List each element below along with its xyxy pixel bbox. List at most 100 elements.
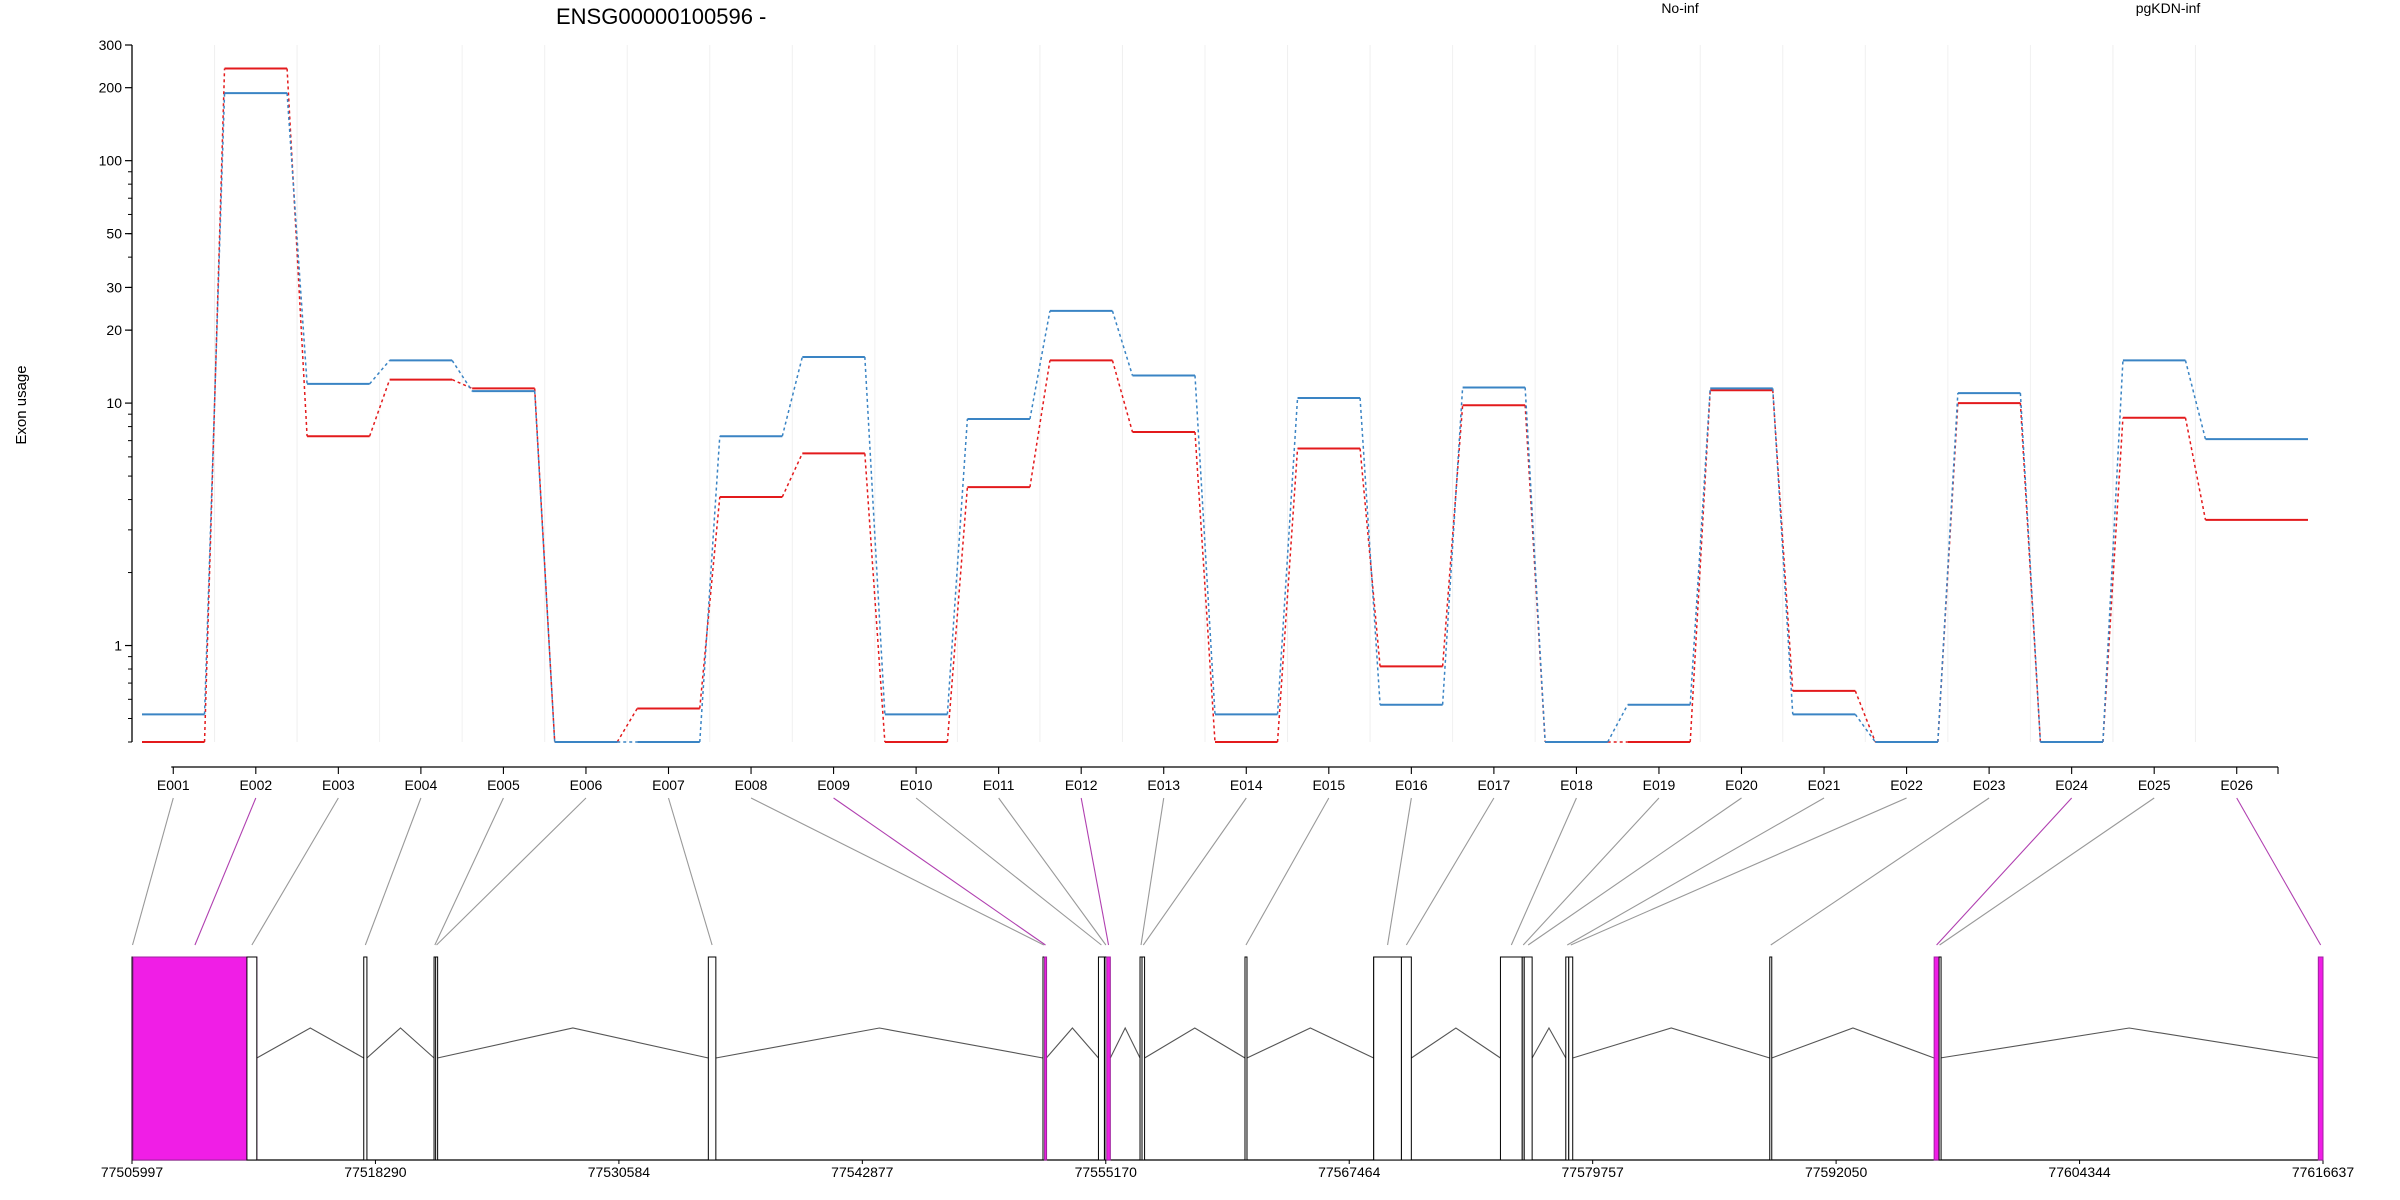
coordinate-label: 77592050 — [1805, 1164, 1868, 1180]
connector-e005 — [434, 797, 504, 946]
series-no-inf — [142, 67, 2308, 743]
series-connector — [1276, 448, 1299, 743]
x-tick-label: E020 — [1725, 777, 1758, 793]
chart-title: ENSG00000100596 - — [556, 4, 766, 29]
series-connector — [286, 68, 308, 437]
intron-line — [1045, 1027, 1099, 1059]
y-tick-label: 200 — [99, 80, 123, 96]
x-tick-label: E019 — [1643, 777, 1676, 793]
series-connector — [1607, 704, 1629, 743]
exon-e012 — [1106, 956, 1111, 1161]
connector-e007 — [667, 797, 713, 946]
connector-e009 — [833, 797, 1046, 946]
connector-e010 — [915, 797, 1102, 946]
exon-e024 — [1933, 956, 1940, 1161]
exon-e002 — [132, 956, 258, 1161]
series-pgkdn-inf — [142, 92, 2308, 743]
x-tick-label: E015 — [1312, 777, 1345, 793]
connector-e018 — [1510, 797, 1577, 946]
exon-e004 — [363, 956, 368, 1161]
x-tick-label: E004 — [405, 777, 438, 793]
series-connector — [2019, 393, 2042, 743]
intron-line — [1411, 1027, 1501, 1059]
x-tick-label: E024 — [2055, 777, 2088, 793]
grid-lines — [214, 45, 2196, 742]
connector-e022 — [1570, 797, 1907, 946]
series-connector — [946, 418, 969, 715]
series-connector — [533, 391, 556, 743]
series-connector — [533, 388, 556, 743]
exon-e014 — [1141, 956, 1146, 1161]
x-tick-label: E014 — [1230, 777, 1263, 793]
x-tick-label: E003 — [322, 777, 355, 793]
connector-e008 — [750, 797, 1045, 946]
connector-e012 — [1080, 797, 1110, 946]
series-connector — [2184, 360, 2207, 440]
x-tick-label: E012 — [1065, 777, 1098, 793]
y-tick-label: 300 — [99, 37, 123, 53]
series-connector — [1689, 390, 1711, 743]
series-connector — [1772, 388, 1794, 715]
x-tick-label: E009 — [817, 777, 850, 793]
series-connector — [451, 359, 473, 392]
y-tick-label: 30 — [106, 279, 122, 295]
series-connector — [1441, 405, 1464, 667]
exon-e016 — [1373, 956, 1402, 1161]
intron-line — [1531, 1026, 1567, 1059]
series-connector — [1524, 387, 1546, 743]
intron-line — [256, 1027, 365, 1059]
series-connector — [368, 379, 391, 437]
coordinate-label: 77530584 — [588, 1164, 651, 1180]
exon-e026 — [2317, 956, 2324, 1161]
connector-e025 — [1939, 797, 2155, 946]
connector-e016 — [1387, 797, 1412, 946]
series-connector — [369, 359, 391, 385]
connector-e020 — [1527, 797, 1742, 946]
y-tick-label: 1 — [114, 638, 122, 654]
series-connector — [286, 93, 308, 384]
series-connector — [1359, 448, 1381, 667]
x-tick-label: E017 — [1478, 777, 1511, 793]
exon-e009 — [1044, 956, 1048, 1161]
series-connector — [203, 93, 226, 715]
series-connector — [946, 487, 969, 743]
connector-e013 — [1140, 797, 1165, 946]
y-tick-label: 20 — [106, 322, 122, 338]
series-connector — [616, 708, 638, 743]
connector-e023 — [1770, 797, 1990, 946]
x-tick-label: E002 — [239, 777, 272, 793]
connector-e014 — [1142, 797, 1247, 946]
connector-e003 — [251, 797, 339, 946]
connector-e015 — [1245, 797, 1330, 946]
y-tick-label: 100 — [99, 153, 123, 169]
x-tick-label: E001 — [157, 777, 190, 793]
coordinate-label: 77542877 — [831, 1164, 894, 1180]
coordinate-label: 77518290 — [344, 1164, 407, 1180]
connector-e024 — [1936, 797, 2073, 946]
series-connector — [1111, 310, 1134, 376]
series-connector — [1194, 431, 1216, 743]
connector-e004 — [364, 797, 422, 946]
connector-e019 — [1522, 797, 1660, 946]
exon-e015 — [1244, 956, 1248, 1161]
connector-e026 — [2236, 797, 2322, 946]
intron-line — [715, 1027, 1044, 1059]
series-connector — [1937, 393, 1959, 743]
connector-e006 — [436, 797, 587, 946]
exon-e018 — [1499, 956, 1523, 1161]
x-tick-label: E016 — [1395, 777, 1428, 793]
exon-e003 — [246, 956, 258, 1161]
coordinate-label: 77579757 — [1562, 1164, 1625, 1180]
series-connector — [2184, 417, 2207, 520]
intron-line — [1572, 1027, 1770, 1059]
series-connector — [1441, 387, 1464, 705]
series-lines — [142, 67, 2308, 743]
series-connector — [781, 453, 803, 498]
coordinate-label: 77616637 — [2292, 1164, 2355, 1180]
series-connector — [1111, 360, 1134, 433]
x-tick-label: E007 — [652, 777, 685, 793]
coordinate-label: 77567464 — [1318, 1164, 1381, 1180]
x-tick-label: E026 — [2220, 777, 2253, 793]
coordinate-label: 77604344 — [2048, 1164, 2111, 1180]
x-tick-label: E005 — [487, 777, 520, 793]
